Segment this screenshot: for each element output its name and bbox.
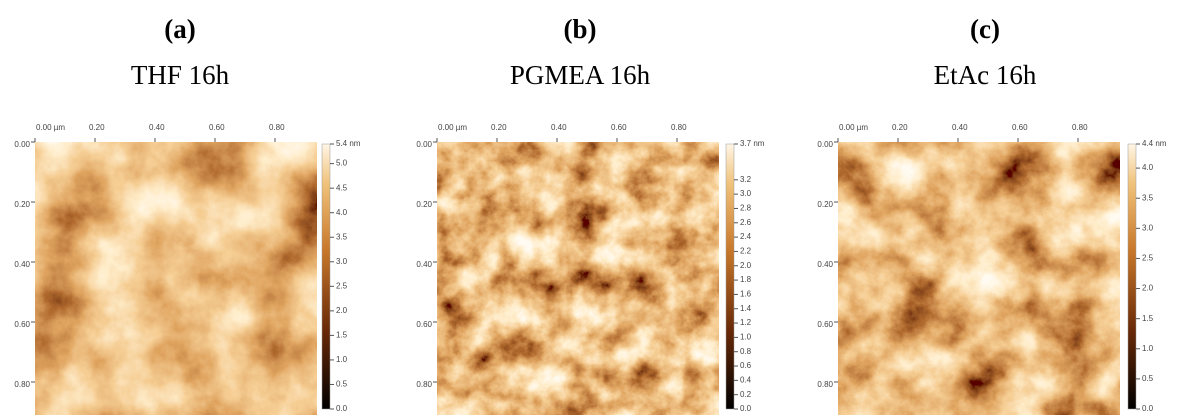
colorbar-tick-label: 3.0: [1142, 223, 1154, 232]
panel-title: THF 16h: [131, 60, 230, 90]
colorbar-tick-label: 1.0: [740, 332, 752, 341]
colorbar-tick-label: 3.2: [740, 175, 752, 184]
colorbar-tick-label: 0.0: [336, 404, 348, 413]
colorbar-tick-label: 1.4: [740, 304, 752, 313]
afm-image: [838, 142, 1120, 415]
colorbar-tick-label: 2.5: [336, 281, 348, 290]
x-tick-label: 0.80: [1072, 123, 1088, 132]
colorbar-tick-label: 0.5: [336, 380, 348, 389]
colorbar: [725, 143, 735, 410]
colorbar-tick-label: 3.0: [336, 257, 348, 266]
y-tick-label: 0.80: [14, 380, 30, 389]
colorbar-tick-label: 0.4: [740, 375, 752, 384]
x-tick-label: 0.40: [952, 123, 968, 132]
colorbar-tick-label: 4.0: [1142, 163, 1154, 172]
colorbar-tick-label: 1.0: [1142, 344, 1154, 353]
colorbar-tick-label: 1.5: [1142, 314, 1154, 323]
x-tick-label: 0.20: [892, 123, 908, 132]
x-tick-label: 0.40: [149, 123, 165, 132]
x-tick-label: 0.00 µm: [36, 123, 65, 132]
colorbar: [1127, 143, 1137, 410]
panel-title: EtAc 16h: [934, 60, 1037, 90]
colorbar-tick-label: 0.5: [1142, 374, 1154, 383]
y-tick-label: 0.60: [817, 320, 833, 329]
x-tick-label: 0.20: [491, 123, 507, 132]
y-tick-label: 0.20: [817, 200, 833, 209]
x-tick-label: 0.80: [671, 123, 687, 132]
y-tick-label: 0.60: [14, 320, 30, 329]
afm-image: [35, 142, 317, 415]
x-tick-label: 0.80: [269, 123, 285, 132]
colorbar-tick-label: 0.8: [740, 347, 752, 356]
y-tick-label: 0.00: [817, 140, 833, 149]
colorbar-tick-label: 5.0: [336, 159, 348, 168]
x-tick-label: 0.00 µm: [438, 123, 467, 132]
colorbar-tick-label: 3.5: [1142, 193, 1154, 202]
x-tick-label: 0.40: [551, 123, 567, 132]
colorbar-tick-label: 2.0: [336, 306, 348, 315]
colorbar-tick-label: 3.0: [740, 189, 752, 198]
colorbar-tick-label: 2.6: [740, 218, 752, 227]
colorbar-tick-label: 2.8: [740, 204, 752, 213]
colorbar-tick-label: 5.4 nm: [336, 139, 361, 148]
colorbar-tick-label: 1.2: [740, 318, 752, 327]
colorbar-tick-label: 3.7 nm: [740, 139, 765, 148]
colorbar-tick-label: 4.0: [336, 208, 348, 217]
x-tick-label: 0.60: [1012, 123, 1028, 132]
colorbar-tick-label: 1.8: [740, 275, 752, 284]
colorbar-tick-label: 3.5: [336, 232, 348, 241]
colorbar-tick-label: 2.4: [740, 232, 752, 241]
panel-title: PGMEA 16h: [510, 60, 651, 90]
panel-letter: (b): [564, 14, 597, 44]
colorbar-tick-label: 4.5: [336, 183, 348, 192]
y-tick-label: 0.80: [817, 380, 833, 389]
afm-image: [437, 142, 719, 415]
y-tick-label: 0.80: [416, 380, 432, 389]
colorbar: [321, 143, 331, 410]
x-tick-label: 0.00 µm: [839, 123, 868, 132]
colorbar-tick-label: 1.6: [740, 290, 752, 299]
y-tick-label: 0.60: [416, 320, 432, 329]
colorbar-tick-label: 4.4 nm: [1142, 139, 1167, 148]
y-tick-label: 0.00: [416, 140, 432, 149]
panel-letter: (c): [970, 14, 1000, 44]
y-tick-label: 0.40: [817, 260, 833, 269]
colorbar-tick-label: 2.2: [740, 247, 752, 256]
colorbar-tick-label: 2.0: [1142, 284, 1154, 293]
y-tick-label: 0.20: [416, 200, 432, 209]
x-tick-label: 0.20: [89, 123, 105, 132]
colorbar-tick-label: 2.0: [740, 261, 752, 270]
colorbar-tick-label: 2.5: [1142, 254, 1154, 263]
colorbar-tick-label: 1.0: [336, 355, 348, 364]
x-tick-label: 0.60: [611, 123, 627, 132]
panel-letter: (a): [164, 14, 195, 44]
colorbar-tick-label: 1.5: [336, 330, 348, 339]
colorbar-tick-label: 0.6: [740, 361, 752, 370]
y-tick-label: 0.00: [14, 140, 30, 149]
y-tick-label: 0.40: [14, 260, 30, 269]
colorbar-tick-label: 0.0: [740, 404, 752, 413]
y-tick-label: 0.20: [14, 200, 30, 209]
y-tick-label: 0.40: [416, 260, 432, 269]
x-tick-label: 0.60: [209, 123, 225, 132]
colorbar-tick-label: 0.0: [1142, 404, 1154, 413]
colorbar-tick-label: 0.2: [740, 390, 752, 399]
